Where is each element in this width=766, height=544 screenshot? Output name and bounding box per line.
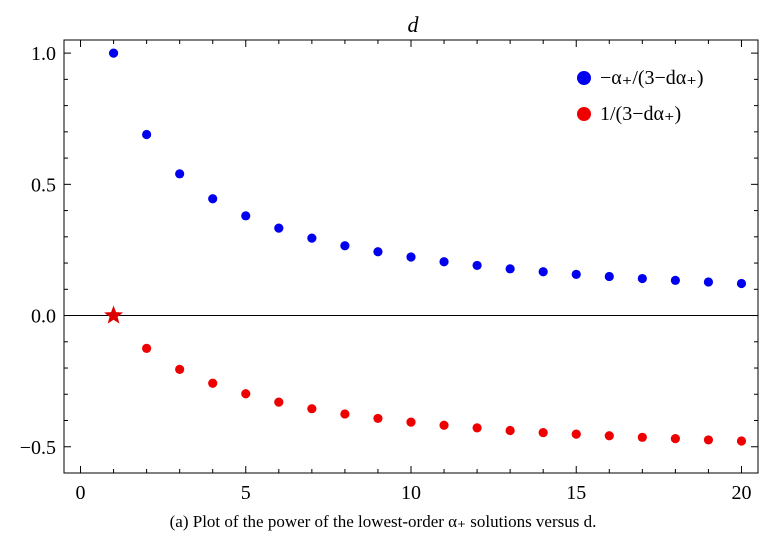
ticks: 0 5 10 15 20 1.0 0.5 0.0 −0.5 — [20, 40, 758, 504]
data-point — [505, 264, 515, 274]
x-tick-label: 5 — [241, 482, 251, 504]
data-point — [637, 432, 647, 442]
y-tick-label: 0.5 — [31, 174, 56, 196]
data-point — [703, 435, 714, 445]
y-tick-label: −0.5 — [20, 437, 56, 459]
data-point — [538, 427, 548, 438]
data-point — [571, 429, 581, 439]
data-points — [104, 48, 747, 446]
data-point — [307, 404, 317, 414]
data-point — [274, 397, 284, 407]
y-tick-label: 1.0 — [31, 43, 56, 65]
data-point — [241, 211, 251, 221]
legend-marker — [577, 71, 591, 85]
x-tick-label: 15 — [566, 482, 586, 504]
data-point — [670, 434, 680, 444]
data-point — [604, 271, 614, 282]
series-2 — [142, 343, 747, 446]
data-point — [175, 169, 185, 179]
y-tick-label: 0.0 — [31, 306, 56, 328]
data-point — [736, 278, 747, 289]
data-point — [241, 389, 251, 399]
x-tick-label: 10 — [401, 482, 421, 504]
figure-caption: (a) Plot of the power of the lowest-orde… — [169, 512, 597, 531]
data-point — [108, 48, 119, 58]
data-point — [340, 241, 350, 251]
legend-label: −α₊/(3−dα₊) — [600, 67, 704, 89]
data-point — [604, 431, 614, 441]
data-point — [472, 423, 482, 433]
data-point — [670, 275, 680, 285]
data-point — [373, 247, 383, 257]
data-point — [142, 343, 152, 353]
data-point — [439, 257, 449, 267]
legend-label: 1/(3−dα₊) — [600, 103, 681, 125]
data-point — [175, 364, 185, 374]
data-point — [406, 252, 416, 262]
data-point — [274, 223, 284, 233]
data-point — [307, 233, 317, 243]
legend: −α₊/(3−dα₊) 1/(3−dα₊) — [577, 67, 704, 125]
data-point — [208, 378, 218, 388]
data-point — [505, 425, 515, 436]
data-point — [637, 273, 647, 284]
series-1 — [108, 48, 747, 289]
data-point — [373, 413, 383, 424]
data-point — [142, 129, 152, 140]
x-tick-label: 0 — [76, 482, 86, 504]
legend-marker — [577, 107, 591, 121]
data-point — [736, 436, 747, 446]
data-point — [571, 269, 581, 279]
data-point — [340, 409, 350, 419]
data-point — [538, 267, 548, 277]
data-point — [472, 260, 482, 271]
data-point — [439, 420, 449, 430]
data-point — [703, 277, 714, 287]
data-point — [208, 194, 218, 204]
top-axis-label: d — [408, 12, 420, 37]
star-marker — [104, 305, 124, 324]
data-point — [406, 417, 416, 427]
x-tick-label: 20 — [731, 482, 751, 504]
